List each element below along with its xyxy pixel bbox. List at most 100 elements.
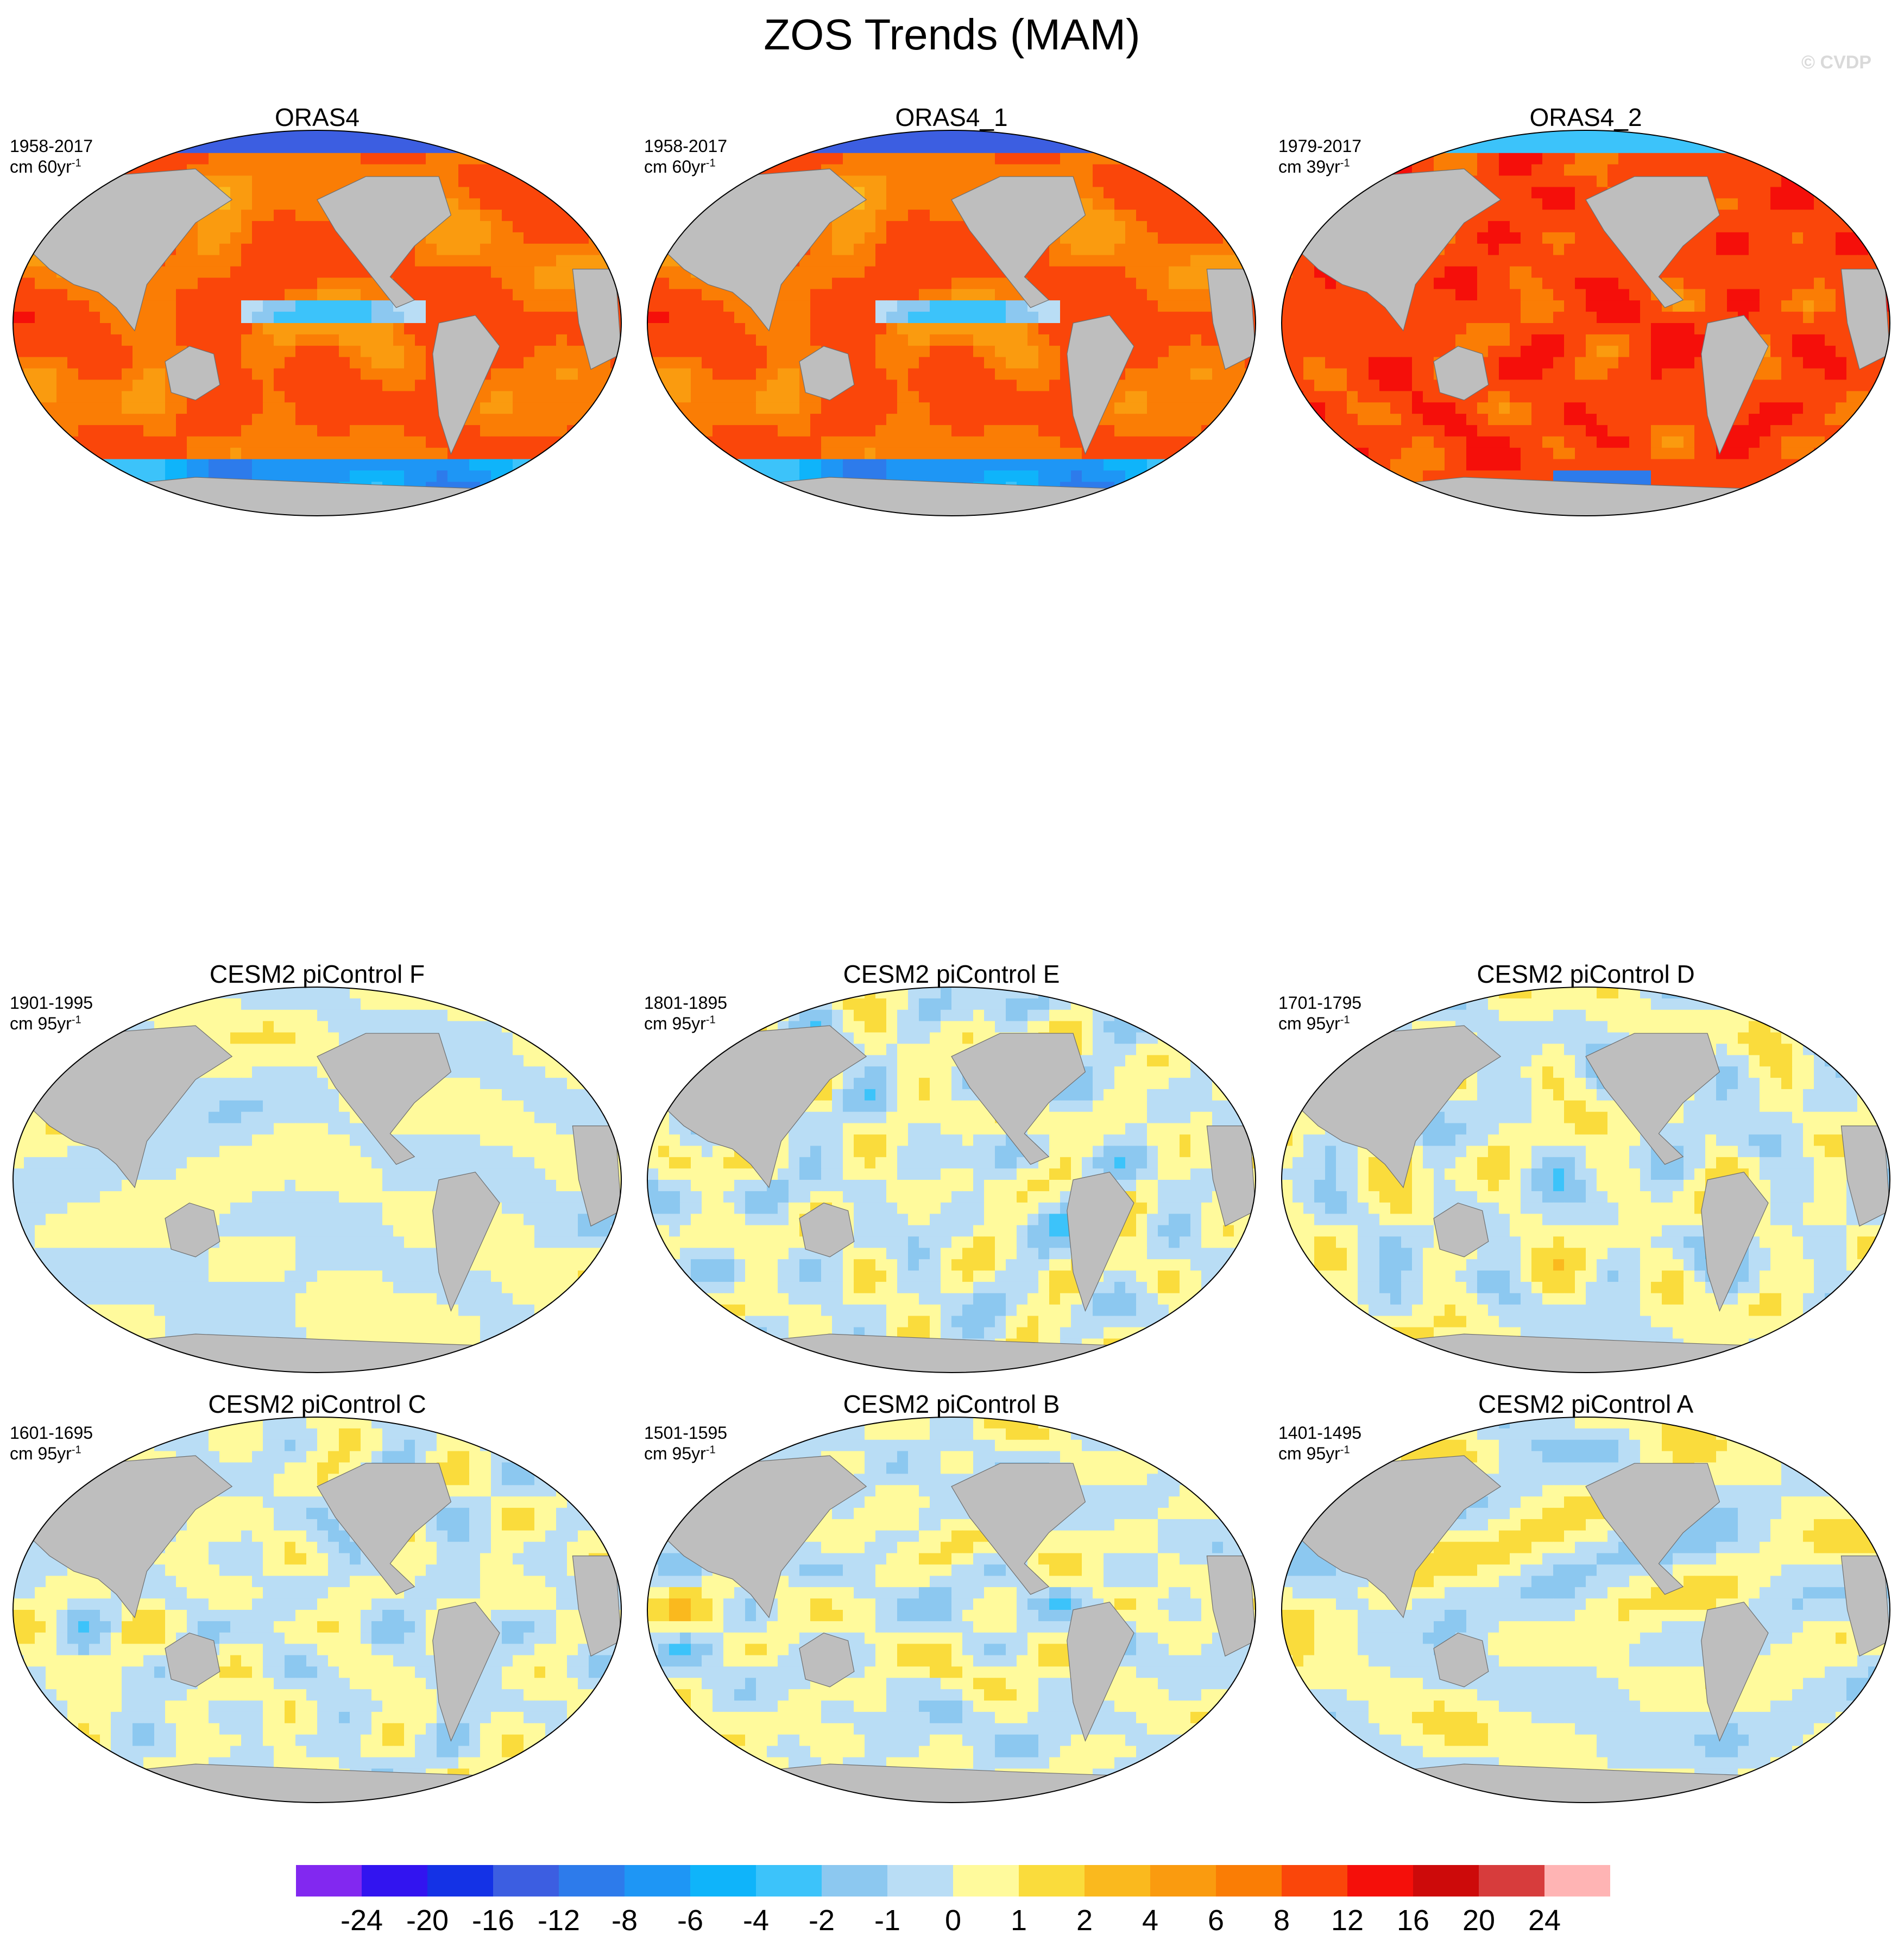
trend-cell xyxy=(1082,243,1093,256)
trend-cell xyxy=(897,187,909,199)
trend-cell xyxy=(165,447,176,460)
trend-cell xyxy=(274,402,285,414)
trend-cell xyxy=(502,436,513,448)
trend-cell xyxy=(702,459,713,471)
trend-cell xyxy=(567,198,578,210)
trend-cell xyxy=(209,504,220,516)
trend-cell xyxy=(415,153,426,165)
trend-cell xyxy=(187,414,198,426)
trend-cell xyxy=(1836,187,1847,199)
trend-cell xyxy=(502,380,513,391)
trend-cell xyxy=(524,255,535,267)
trend-cell xyxy=(1223,164,1234,176)
trend-cell xyxy=(209,300,220,312)
trend-cell xyxy=(1245,504,1256,516)
trend-cell xyxy=(1147,345,1158,358)
trend-cell xyxy=(930,221,941,233)
trend-cell xyxy=(1803,164,1814,176)
trend-cell xyxy=(567,334,578,346)
trend-cell xyxy=(1114,312,1126,324)
trend-cell xyxy=(908,470,919,482)
trend-cell xyxy=(567,164,578,176)
trend-cell xyxy=(545,232,557,244)
trend-cell xyxy=(241,289,253,301)
trend-cell xyxy=(100,153,111,165)
trend-cell xyxy=(1212,447,1224,460)
trend-cell xyxy=(209,402,220,414)
trend-cell xyxy=(1673,141,1684,154)
trend-cell xyxy=(1564,345,1575,358)
trend-cell xyxy=(962,300,974,312)
trend-cell xyxy=(382,345,394,358)
trend-cell xyxy=(426,334,437,346)
trend-cell xyxy=(1597,130,1608,142)
trend-cell xyxy=(545,312,557,324)
trend-cell xyxy=(295,277,307,289)
trend-cell xyxy=(669,425,680,437)
trend-cell xyxy=(143,312,155,324)
trend-cell xyxy=(843,312,854,324)
trend-cell xyxy=(165,312,176,324)
trend-cell xyxy=(1114,266,1126,279)
trend-cell xyxy=(252,175,263,187)
trend-cell xyxy=(100,391,111,403)
trend-cell xyxy=(886,436,898,448)
trend-cell xyxy=(941,266,952,279)
trend-cell xyxy=(1846,198,1858,210)
trend-cell xyxy=(854,459,865,471)
trend-cell xyxy=(1770,266,1782,279)
trend-cell xyxy=(610,447,621,460)
trend-cell xyxy=(382,368,394,380)
trend-cell xyxy=(680,289,691,301)
trend-cell xyxy=(317,153,329,165)
trend-cell xyxy=(1825,187,1836,199)
trend-cell xyxy=(263,391,274,403)
trend-cell xyxy=(100,482,111,494)
trend-cell xyxy=(600,414,611,426)
trend-cell xyxy=(1542,243,1554,256)
trend-cell xyxy=(951,164,963,176)
trend-cell xyxy=(154,436,166,448)
trend-cell xyxy=(1499,153,1510,165)
trend-cell xyxy=(545,504,557,516)
trend-cell xyxy=(886,243,898,256)
trend-cell xyxy=(821,312,833,324)
trend-cell xyxy=(1825,221,1836,233)
trend-cell xyxy=(1303,221,1315,233)
trend-cell xyxy=(241,221,253,233)
trend-cell xyxy=(821,277,833,289)
trend-cell xyxy=(285,368,296,380)
trend-cell xyxy=(658,232,670,244)
trend-cell xyxy=(1814,232,1825,244)
trend-cell xyxy=(767,459,778,471)
trend-cell xyxy=(1781,289,1793,301)
trend-cell xyxy=(56,380,68,391)
trend-cell xyxy=(415,504,426,516)
trend-cell xyxy=(589,447,600,460)
trend-cell xyxy=(930,153,941,165)
trend-cell xyxy=(1125,391,1137,403)
trend-cell xyxy=(1169,164,1180,176)
trend-cell xyxy=(865,323,876,335)
trend-cell xyxy=(821,402,833,414)
trend-cell xyxy=(154,289,166,301)
trend-cell xyxy=(734,482,746,494)
trend-cell xyxy=(154,141,166,154)
trend-cell xyxy=(680,368,691,380)
trend-cell xyxy=(669,482,680,494)
trend-cell xyxy=(930,402,941,414)
trend-cell xyxy=(702,414,713,426)
trend-cell xyxy=(122,493,133,505)
trend-cell xyxy=(691,187,702,199)
trend-cell xyxy=(1201,164,1213,176)
trend-cell xyxy=(1147,425,1158,437)
trend-cell xyxy=(745,414,756,426)
trend-cell xyxy=(669,447,680,460)
trend-cell xyxy=(89,380,100,391)
trend-cell xyxy=(1201,357,1213,369)
trend-cell xyxy=(285,141,296,154)
trend-cell xyxy=(1803,243,1814,256)
trend-cell xyxy=(1093,436,1104,448)
trend-cell xyxy=(198,255,209,267)
trend-cell xyxy=(339,334,350,346)
